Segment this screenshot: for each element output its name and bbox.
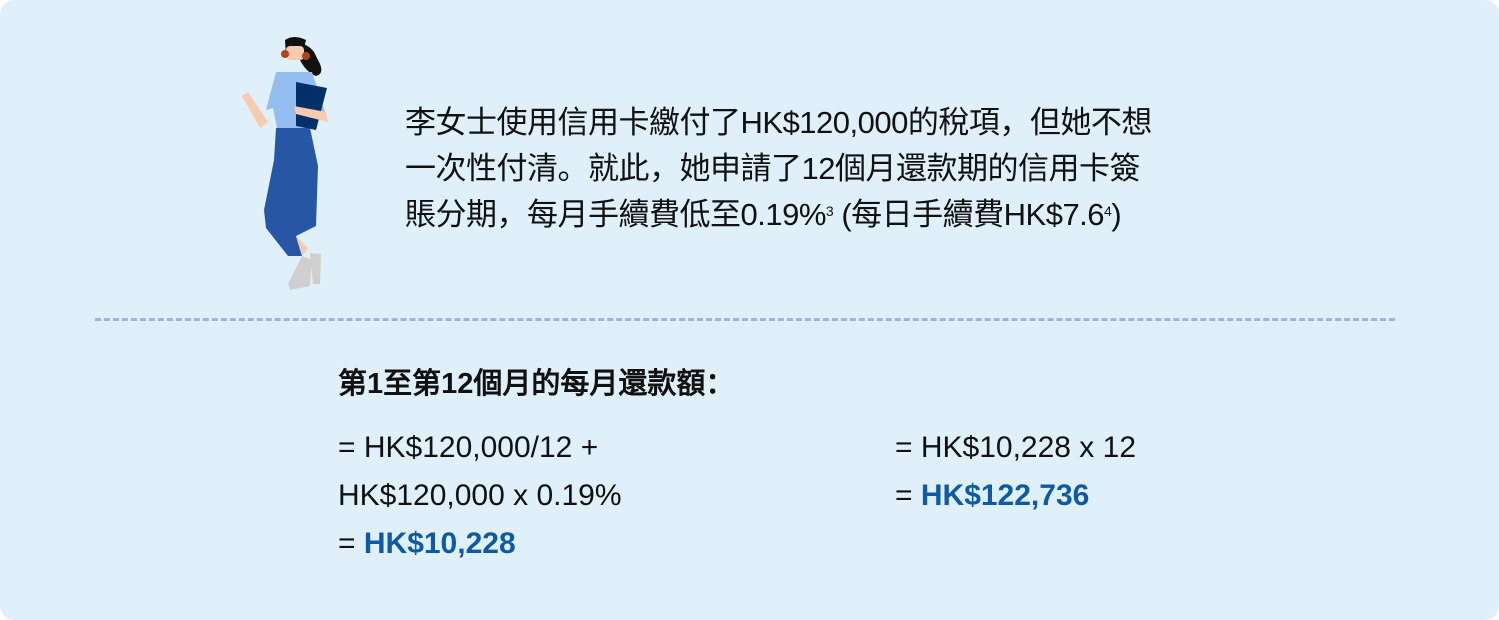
total-payment-result: HK$122,736 bbox=[920, 479, 1090, 512]
total-payment-calculation: = HK$10,228 x 12 = HK$122,736 bbox=[895, 424, 1136, 520]
calc-line: = HK$10,228 x 12 bbox=[895, 431, 1137, 464]
monthly-payment-calculation: = HK$120,000/12 + HK$120,000 x 0.19% = H… bbox=[338, 424, 622, 568]
scenario-text: (每日手續費HK$7.6 bbox=[833, 197, 1105, 232]
footnote-ref: 3 bbox=[825, 203, 834, 219]
calc-line: HK$120,000 x 0.19% bbox=[338, 479, 622, 512]
scenario-line: 李女士使用信用卡繳付了HK$120,000的稅項，但她不想 bbox=[405, 105, 1152, 140]
scenario-line: 一次性付清。就此，她申請了12個月還款期的信用卡簽 bbox=[405, 151, 1140, 186]
calc-prefix: = bbox=[338, 527, 364, 560]
dashed-divider bbox=[95, 318, 1395, 321]
scenario-text: 賬分期，每月手續費低至0.19% bbox=[405, 197, 826, 232]
woman-holding-folder-illustration bbox=[242, 37, 328, 290]
scenario-line: 賬分期，每月手續費低至0.19%3 (每日手續費HK$7.64) bbox=[405, 192, 1305, 238]
scenario-description: 李女士使用信用卡繳付了HK$120,000的稅項，但她不想 一次性付清。就此，她… bbox=[405, 100, 1305, 238]
footnote-ref: 4 bbox=[1104, 203, 1112, 219]
calc-line: = HK$120,000/12 + bbox=[338, 431, 599, 464]
calc-prefix: = bbox=[895, 479, 921, 512]
calc-line: = HK$122,736 bbox=[895, 472, 1136, 520]
monthly-payment-result: HK$10,228 bbox=[363, 527, 516, 560]
calculation-heading: 第1至第12個月的每月還款額： bbox=[338, 368, 735, 400]
scenario-text: ) bbox=[1111, 197, 1122, 232]
calc-line: = HK$10,228 bbox=[338, 520, 622, 568]
